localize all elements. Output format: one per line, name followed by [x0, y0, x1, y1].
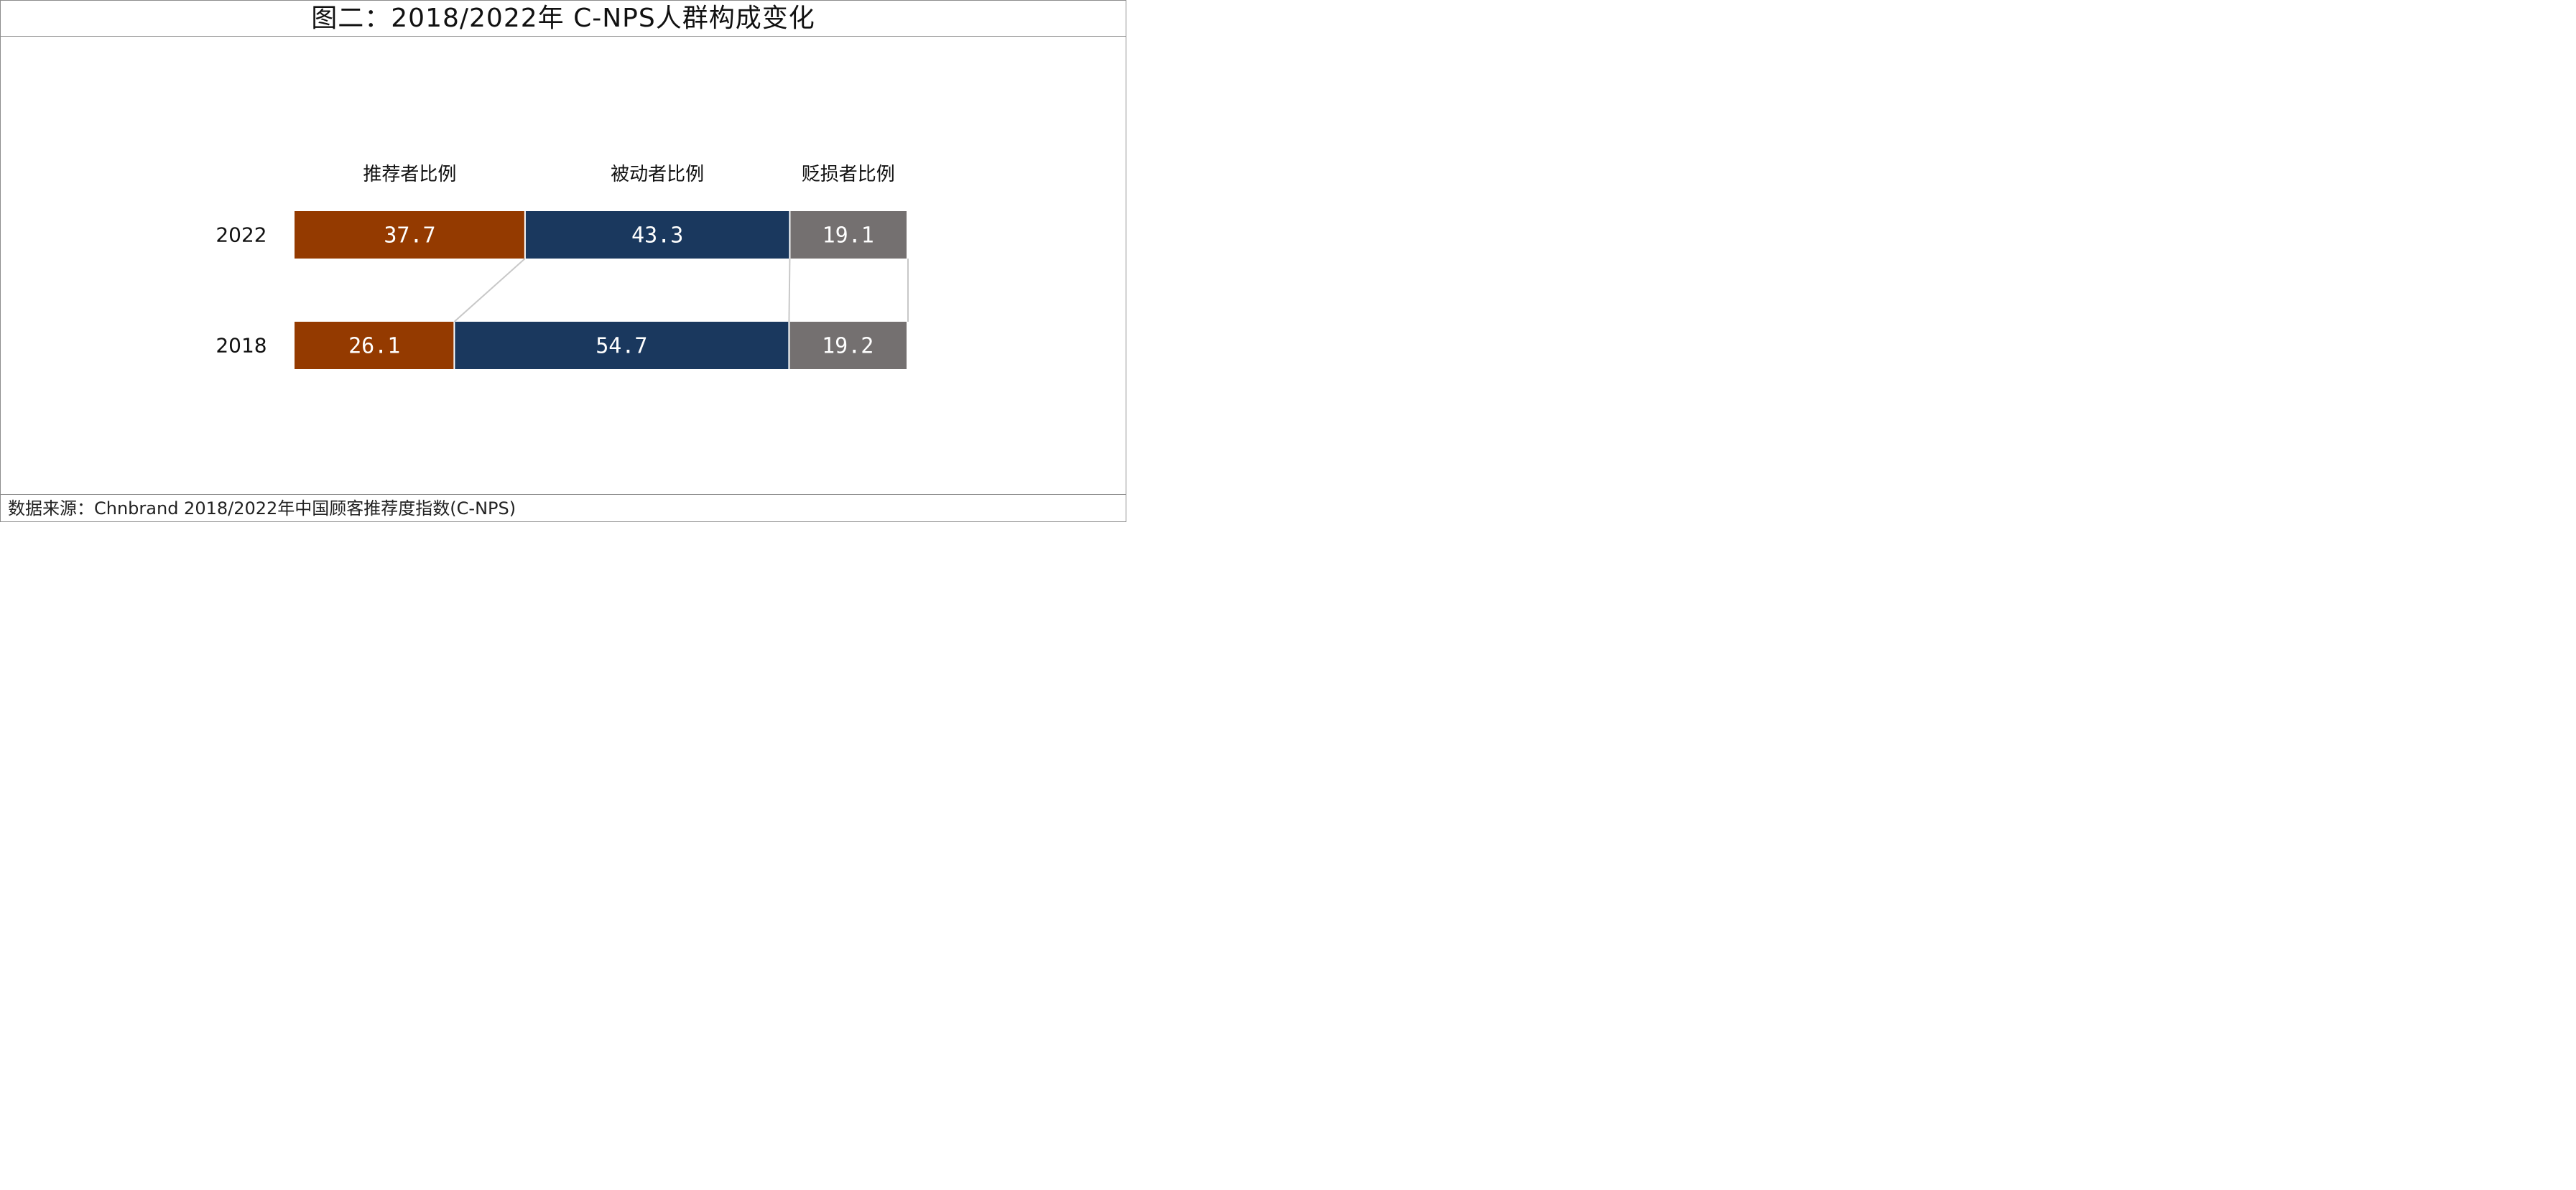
- connector-line-1: [453, 258, 526, 322]
- row-label-2018: 2018: [216, 334, 267, 358]
- row-label-2022: 2022: [216, 223, 267, 247]
- series-label-2: 被动者比例: [611, 164, 704, 185]
- bar-2022-s1: [295, 211, 524, 259]
- title-bar: 图二：2018/2022年 C-NPS人群构成变化: [1, 1, 1126, 37]
- value-label-2022-s3: 19.1: [823, 223, 874, 248]
- chart-title: 图二：2018/2022年 C-NPS人群构成变化: [311, 4, 815, 33]
- series-labels: 推荐者比例 被动者比例 贬损者比例: [363, 164, 894, 185]
- value-label-2018-s3: 19.2: [822, 334, 874, 359]
- bar-2018-s1: [295, 322, 454, 369]
- bar-2022-s2: [525, 211, 789, 259]
- value-label-2022-s1: 37.7: [384, 223, 435, 248]
- bar-2018-s2: [455, 322, 789, 369]
- value-label-2018-s1: 26.1: [348, 334, 400, 359]
- value-label-2022-s2: 43.3: [631, 223, 683, 248]
- chart-plot: 37.7 43.3 19.1 26.1 54.7 19.2 2022 2018 推荐者比例 被…: [216, 164, 909, 369]
- value-labels: 37.7 43.3 19.1 26.1 54.7 19.2: [348, 223, 874, 359]
- series-label-3: 贬损者比例: [802, 164, 895, 185]
- connector-lines: [453, 258, 909, 322]
- source-note: 数据来源：Chnbrand 2018/2022年中国顾客推荐度指数(C-NPS): [8, 498, 516, 519]
- footer-bar: 数据来源：Chnbrand 2018/2022年中国顾客推荐度指数(C-NPS): [1, 494, 1126, 522]
- row-labels: 2022 2018: [216, 223, 267, 358]
- bar-segments: [295, 211, 907, 369]
- chart-frame: 图二：2018/2022年 C-NPS人群构成变化 数据来源：Chnbrand …: [0, 0, 1126, 522]
- value-label-2018-s2: 54.7: [596, 334, 647, 359]
- bar-2022-s3: [790, 211, 907, 259]
- bar-2018-s3: [789, 322, 907, 369]
- series-label-1: 推荐者比例: [363, 164, 456, 185]
